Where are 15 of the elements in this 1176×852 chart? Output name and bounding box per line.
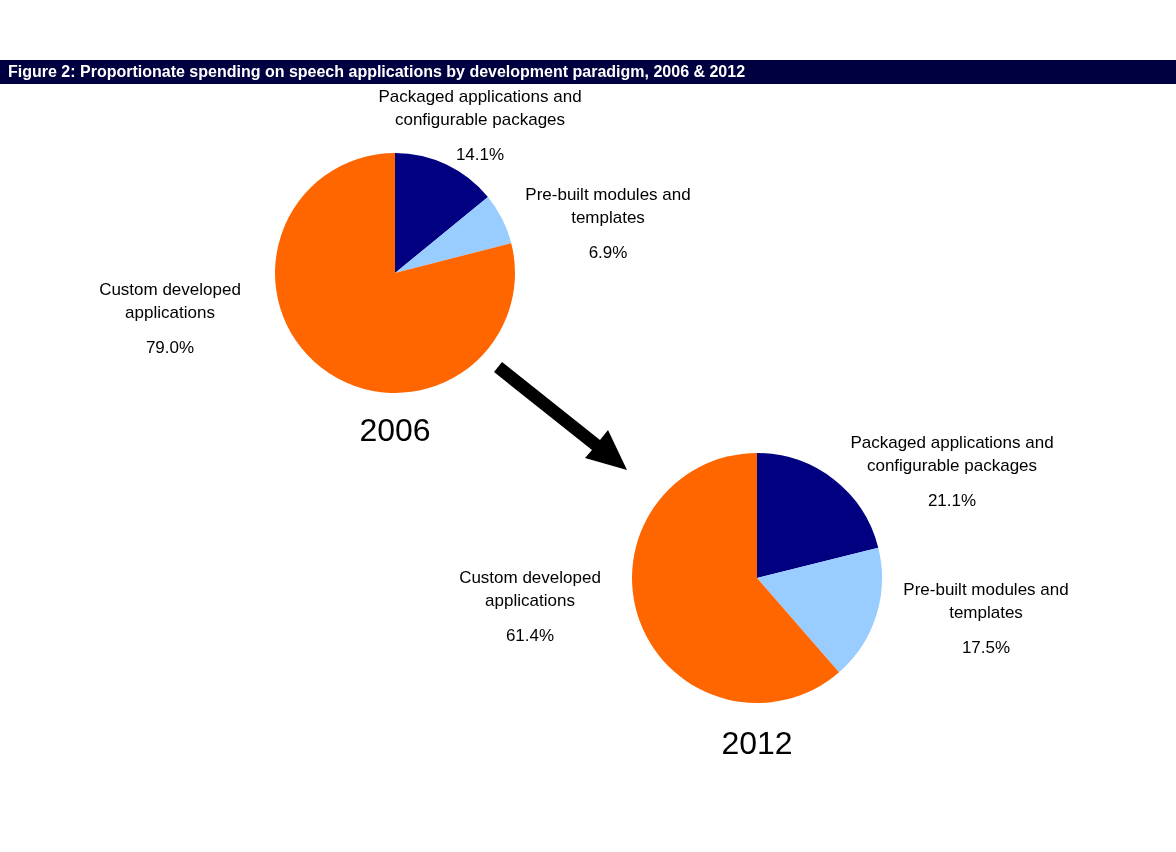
slice-label: Pre-built modules and templates [903,579,1069,622]
slice-label: Packaged applications and configurable packages [378,86,582,129]
text: 2012 [721,724,793,761]
data-label: 21.1% [927,490,977,510]
slice-label: Custom developed applications [99,279,241,322]
data-label: 17.5% [961,637,1011,657]
text: Figure 2: Proportionate spending on speech applications by development paradigm, 2006 & 2012 [0,60,1176,84]
slice-label: Custom developed applications [459,567,601,610]
slice-label: Packaged applications and configurable packages [850,432,1054,475]
data-label: 6.9% [588,242,628,262]
data-label: 79.0% [145,337,195,357]
data-label: 61.4% [505,625,555,645]
slice-label: Pre-built modules and templates [525,184,691,227]
data-label: 14.1% [455,144,505,164]
text: 2006 [359,411,431,448]
